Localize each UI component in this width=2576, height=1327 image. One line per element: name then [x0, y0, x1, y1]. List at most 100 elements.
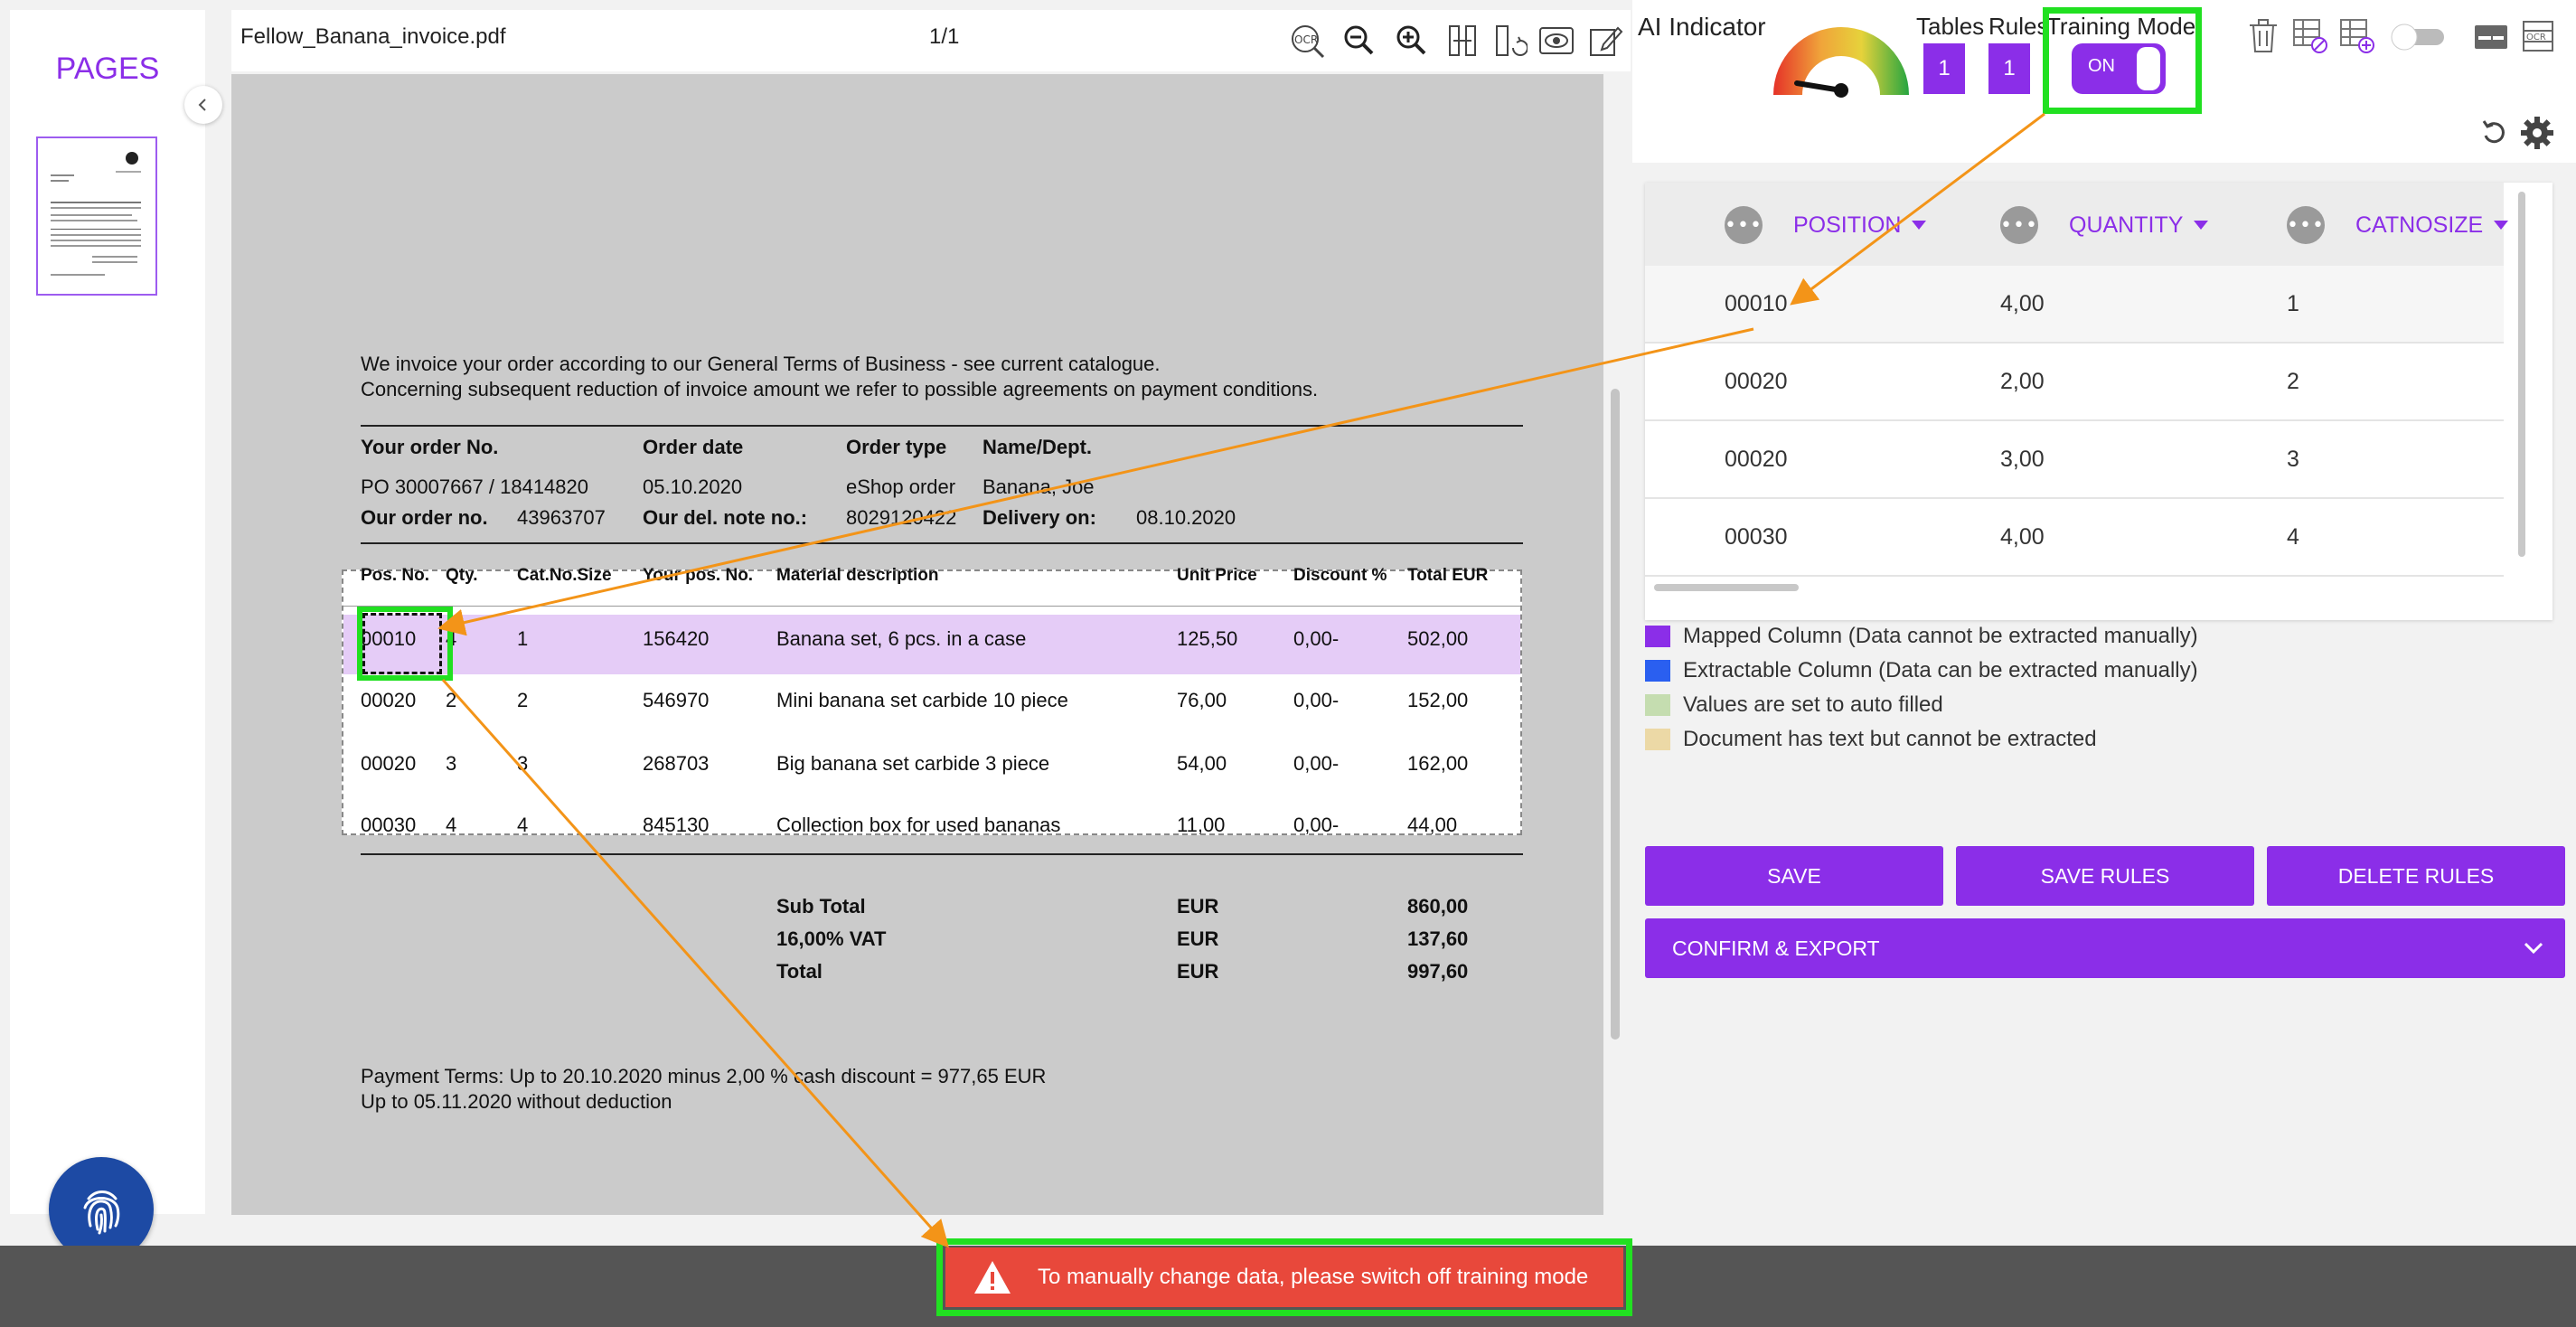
- doc-cell-discount[interactable]: 0,00-: [1293, 689, 1340, 711]
- our-order-label: Our order no.: [361, 506, 488, 529]
- preview-icon: [1539, 27, 1574, 54]
- sort-caret-icon[interactable]: [1912, 221, 1927, 230]
- doc-cell-total[interactable]: 502,00: [1407, 627, 1469, 650]
- legend-text: Document has text but cannot be extracte…: [1683, 727, 2097, 751]
- edit-icon: [1590, 26, 1623, 56]
- doc-cell-your-pos-no[interactable]: 268703: [643, 752, 710, 775]
- save-button[interactable]: SAVE: [1645, 846, 1943, 906]
- document-scrollbar[interactable]: [1611, 389, 1620, 1040]
- th-cat-no-size: Cat.No.Size: [517, 566, 612, 585]
- layout-button[interactable]: [2471, 16, 2511, 56]
- svg-text:OCR: OCR: [2526, 33, 2546, 42]
- doc-cell-pos-no[interactable]: 00030: [361, 814, 417, 836]
- column-header-position[interactable]: ••• POSITION: [1725, 206, 1927, 244]
- table-row[interactable]: 00020 3,00 3: [1645, 421, 2504, 499]
- doc-cell-qty[interactable]: 2: [446, 689, 457, 711]
- table-row[interactable]: 00020 2,00 2: [1645, 344, 2504, 421]
- table-cell[interactable]: 2: [2287, 369, 2299, 394]
- doc-cell-qty[interactable]: 4: [446, 814, 457, 836]
- doc-cell-material[interactable]: Banana set, 6 pcs. in a case: [776, 627, 1027, 650]
- collapse-pages-button[interactable]: [184, 86, 222, 124]
- rotate-button[interactable]: [1488, 19, 1531, 62]
- doc-cell-unit-price[interactable]: 125,50: [1177, 627, 1238, 650]
- column-menu-icon[interactable]: •••: [1725, 206, 1763, 244]
- table-cell[interactable]: 4: [2287, 524, 2299, 550]
- doc-cell-your-pos-no[interactable]: 156420: [643, 627, 710, 650]
- doc-cell-total[interactable]: 152,00: [1407, 689, 1469, 711]
- page-thumbnail[interactable]: [36, 136, 157, 296]
- doc-cell-pos-no[interactable]: 00020: [361, 689, 417, 711]
- training-mode-toggle[interactable]: ON: [2072, 43, 2166, 94]
- rotate-icon: [1496, 25, 1528, 56]
- table-cell[interactable]: 2,00: [2000, 369, 2045, 394]
- column-menu-icon[interactable]: •••: [2287, 206, 2325, 244]
- zoom-out-button[interactable]: [1338, 19, 1381, 62]
- ocr-table-button[interactable]: OCR: [2518, 16, 2558, 56]
- tables-count-badge[interactable]: 1: [1923, 43, 1965, 94]
- column-header-catnosize[interactable]: ••• CATNOSIZE: [2287, 206, 2509, 244]
- undo-button[interactable]: [2477, 114, 2513, 150]
- column-menu-icon[interactable]: •••: [2000, 206, 2038, 244]
- table-row[interactable]: 00030 4,00 4: [1645, 499, 2504, 577]
- table-cell[interactable]: 00010: [1725, 291, 1788, 316]
- table-cell[interactable]: 1: [2287, 291, 2299, 316]
- doc-cell-total[interactable]: 44,00: [1407, 814, 1458, 836]
- fingerprint-button[interactable]: [49, 1157, 154, 1262]
- ocr-button[interactable]: OCR: [1285, 19, 1329, 62]
- column-header-quantity[interactable]: ••• QUANTITY: [2000, 206, 2209, 244]
- confirm-export-dropdown[interactable]: CONFIRM & EXPORT: [1645, 918, 2565, 978]
- fit-width-button[interactable]: [1441, 19, 1484, 62]
- doc-cell-pos-no[interactable]: 00010: [361, 627, 417, 650]
- settings-button[interactable]: [2518, 114, 2556, 152]
- order-type-label: Order type: [846, 436, 947, 458]
- your-order-label: Your order No.: [361, 436, 499, 458]
- table-vertical-scrollbar[interactable]: [2518, 192, 2525, 557]
- th-pos-no: Pos. No.: [361, 566, 430, 585]
- mode-switch[interactable]: [2388, 20, 2448, 52]
- doc-cell-cat-no-size[interactable]: 2: [517, 689, 529, 711]
- doc-cell-unit-price[interactable]: 54,00: [1177, 752, 1227, 775]
- doc-cell-cat-no-size[interactable]: 1: [517, 627, 529, 650]
- table-cell[interactable]: 4,00: [2000, 291, 2045, 316]
- doc-cell-total[interactable]: 162,00: [1407, 752, 1469, 775]
- doc-cell-unit-price[interactable]: 76,00: [1177, 689, 1227, 711]
- doc-cell-material[interactable]: Mini banana set carbide 10 piece: [776, 689, 1068, 711]
- table-row[interactable]: 00010 4,00 1: [1645, 266, 2504, 344]
- doc-cell-discount[interactable]: 0,00-: [1293, 752, 1340, 775]
- doc-cell-cat-no-size[interactable]: 4: [517, 814, 529, 836]
- rules-count-badge[interactable]: 1: [1988, 43, 2030, 94]
- table-cell[interactable]: 3: [2287, 447, 2299, 472]
- table-horizontal-scrollbar[interactable]: [1654, 584, 1799, 591]
- doc-cell-material[interactable]: Big banana set carbide 3 piece: [776, 752, 1050, 775]
- zoom-out-icon: [1344, 25, 1374, 55]
- preview-button[interactable]: [1535, 19, 1578, 62]
- remove-table-button[interactable]: [2290, 16, 2330, 56]
- table-cell[interactable]: 4,00: [2000, 524, 2045, 550]
- doc-cell-qty[interactable]: 3: [446, 752, 457, 775]
- doc-cell-cat-no-size[interactable]: 3: [517, 752, 529, 775]
- table-cell[interactable]: 00030: [1725, 524, 1788, 550]
- doc-cell-discount[interactable]: 0,00-: [1293, 814, 1340, 836]
- doc-cell-unit-price[interactable]: 11,00: [1177, 814, 1226, 836]
- selected-cell-highlight[interactable]: [357, 607, 453, 681]
- legend-mapped: Mapped Column (Data cannot be extracted …: [1645, 624, 2198, 649]
- ocr-table-icon: OCR: [2523, 21, 2553, 52]
- th-unit-price: Unit Price: [1177, 566, 1257, 585]
- zoom-in-button[interactable]: [1390, 19, 1434, 62]
- doc-cell-pos-no[interactable]: 00020: [361, 752, 417, 775]
- save-rules-button[interactable]: SAVE RULES: [1956, 846, 2254, 906]
- doc-cell-your-pos-no[interactable]: 546970: [643, 689, 710, 711]
- doc-cell-discount[interactable]: 0,00-: [1293, 627, 1340, 650]
- doc-cell-your-pos-no[interactable]: 845130: [643, 814, 710, 836]
- add-table-button[interactable]: [2337, 16, 2377, 56]
- sort-caret-icon[interactable]: [2494, 221, 2509, 230]
- edit-button[interactable]: [1584, 19, 1627, 62]
- doc-cell-material[interactable]: Collection box for used bananas: [776, 814, 1061, 836]
- delete-button[interactable]: [2243, 16, 2283, 56]
- delete-rules-button[interactable]: DELETE RULES: [2267, 846, 2565, 906]
- table-cell[interactable]: 00020: [1725, 369, 1788, 394]
- table-remove-icon: [2293, 19, 2327, 53]
- sort-caret-icon[interactable]: [2194, 221, 2209, 230]
- table-cell[interactable]: 00020: [1725, 447, 1788, 472]
- table-cell[interactable]: 3,00: [2000, 447, 2045, 472]
